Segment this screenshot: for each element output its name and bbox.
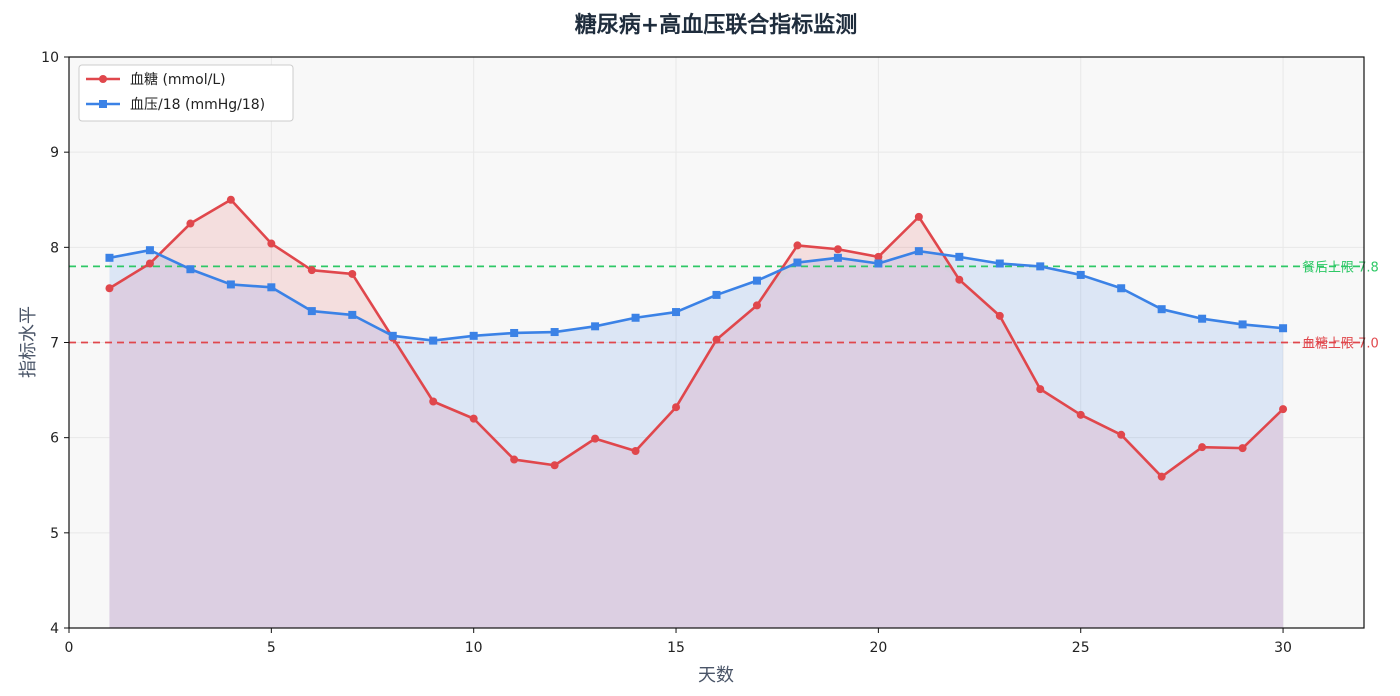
y-tick-label: 7 <box>50 336 59 352</box>
bp-point <box>833 253 842 262</box>
glucose-point <box>672 403 681 412</box>
glucose-point <box>1238 444 1247 453</box>
bp-point <box>226 280 235 289</box>
legend-box <box>78 64 294 122</box>
glucose-point <box>267 239 276 248</box>
legend-glucose-label: 血糖 (mmol/L) <box>130 72 226 88</box>
bp-point <box>429 336 438 345</box>
reference-label: 血糖上限 7.0 <box>1302 336 1379 352</box>
glucose-point <box>226 195 235 204</box>
glucose-point <box>914 212 923 221</box>
glucose-point <box>105 284 114 293</box>
bp-point <box>105 253 114 262</box>
glucose-point <box>145 259 154 268</box>
bp-point <box>914 247 923 256</box>
legend-bp-label: 血压/18 (mmHg/18) <box>130 97 265 113</box>
x-tick-label: 20 <box>869 640 887 656</box>
legend-glucose-marker <box>99 75 107 83</box>
legend-bp-marker <box>99 100 107 108</box>
y-tick-label: 6 <box>50 431 59 447</box>
axis-ticks: 0 5 10 15 20 25 30 4 5 6 7 8 9 10 <box>41 50 1292 656</box>
glucose-point <box>793 241 802 250</box>
bp-point <box>752 276 761 285</box>
glucose-point <box>186 219 195 228</box>
x-tick-label: 15 <box>667 640 685 656</box>
bp-point <box>348 310 357 319</box>
glucose-point <box>874 252 883 261</box>
x-tick-label: 25 <box>1072 640 1090 656</box>
y-tick-label: 5 <box>50 526 59 542</box>
bp-point <box>388 331 397 340</box>
glucose-point <box>510 455 519 464</box>
bp-point <box>145 246 154 255</box>
x-tick-label: 5 <box>267 640 276 656</box>
x-tick-label: 30 <box>1274 640 1292 656</box>
bp-point <box>307 307 316 316</box>
reference-lines: 餐后上限 7.8 血糖上限 7.0 <box>69 259 1379 352</box>
y-tick-label: 4 <box>50 621 59 637</box>
glucose-point <box>1198 443 1207 452</box>
y-tick-label: 10 <box>41 50 59 66</box>
glucose-point <box>752 301 761 310</box>
bp-point <box>1198 314 1207 323</box>
bp-point <box>874 259 883 268</box>
legend: 血糖 (mmol/L) 血压/18 (mmHg/18) <box>78 64 294 122</box>
bp-point <box>955 252 964 261</box>
x-tick-label: 0 <box>65 640 74 656</box>
glucose-point <box>955 275 964 284</box>
series-line-0 <box>108 198 1284 478</box>
chart-title: 糖尿病+高血压联合指标监测 <box>575 12 857 38</box>
bp-point <box>1076 270 1085 279</box>
x-axis-label: 天数 <box>698 665 734 686</box>
glucose-point <box>1117 430 1126 439</box>
glucose-point <box>1036 385 1045 394</box>
glucose-point <box>1279 405 1288 414</box>
bp-point <box>995 259 1004 268</box>
bp-point <box>1117 284 1126 293</box>
bp-point <box>1238 320 1247 329</box>
glucose-point <box>631 446 640 455</box>
bp-point <box>510 328 519 337</box>
y-tick-label: 8 <box>50 240 59 256</box>
bp-point <box>591 322 600 331</box>
glucose-point <box>833 245 842 254</box>
series-lines <box>108 198 1284 478</box>
series-line-1 <box>109 248 1284 342</box>
bp-point <box>631 313 640 322</box>
y-axis-label: 指标水平 <box>18 306 39 378</box>
reference-label: 餐后上限 7.8 <box>1302 259 1379 275</box>
glucose-point <box>469 414 478 423</box>
bp-point <box>186 265 195 274</box>
glucose-point <box>1076 410 1085 419</box>
y-tick-label: 9 <box>50 145 59 161</box>
overlap-area <box>109 251 1284 628</box>
bp-point <box>1157 305 1166 314</box>
bp-point <box>267 283 276 292</box>
glucose-point <box>307 266 316 275</box>
bp-point <box>1279 324 1288 333</box>
glucose-point <box>995 311 1004 320</box>
x-tick-label: 10 <box>465 640 483 656</box>
glucose-point <box>712 335 721 344</box>
bp-point <box>712 290 721 299</box>
glucose-point <box>591 434 600 443</box>
bp-point <box>672 308 681 317</box>
series-points <box>105 195 1288 481</box>
bp-point <box>550 328 559 337</box>
glucose-point <box>348 269 357 278</box>
bp-point <box>469 331 478 340</box>
glucose-point <box>550 461 559 470</box>
glucose-point <box>429 397 438 406</box>
glucose-point <box>1157 472 1166 481</box>
bp-point <box>793 258 802 267</box>
bp-point <box>1036 262 1045 271</box>
